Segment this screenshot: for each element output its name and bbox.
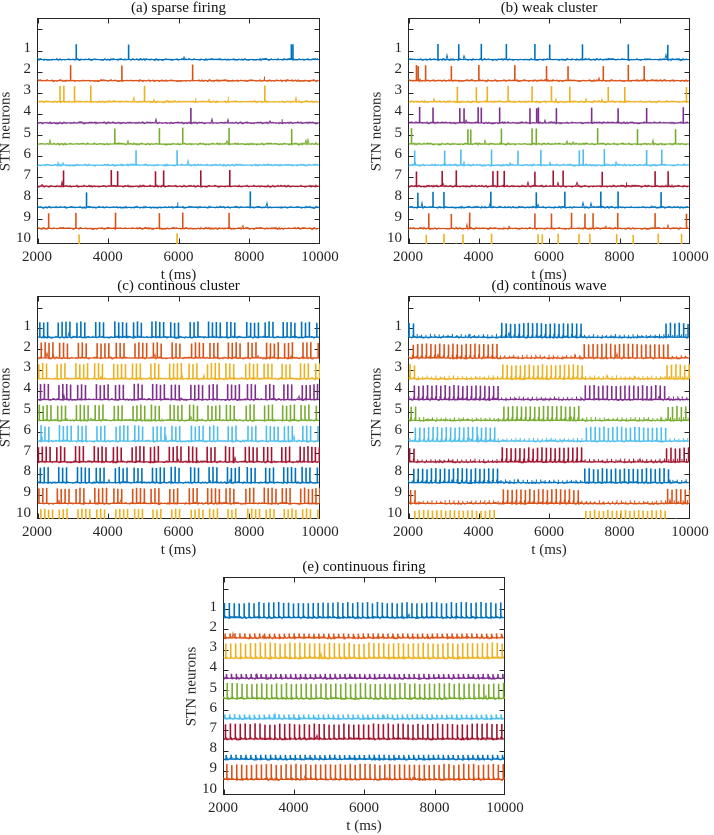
y-tick-label: 4 (23, 103, 32, 120)
plot-title-b: (b) weak cluster (500, 0, 598, 16)
y-tick-label: 1 (23, 40, 32, 57)
y-tick-label: 3 (394, 359, 403, 376)
y-tick-label: 8 (394, 463, 403, 480)
x-tick-label: 10000 (671, 249, 709, 265)
y-tick-label: 9 (394, 208, 403, 225)
y-tick-label: 5 (23, 124, 32, 141)
y-tick-label: 9 (23, 208, 32, 225)
y-tick-label: 10 (16, 230, 31, 247)
y-tick-label: 3 (209, 639, 218, 656)
x-tick-label: 4000 (463, 249, 494, 265)
y-tick-label: 7 (23, 166, 32, 183)
x-tick-label: 6000 (534, 249, 564, 265)
x-tick-label: 10000 (671, 524, 709, 540)
subplot-e-continuous-firing: (e) continuous firing STN neurons t (ms)… (184, 559, 524, 834)
y-tick-label: 8 (23, 463, 32, 480)
y-tick-label: 1 (394, 40, 403, 57)
spike-raster-canvas-b (408, 18, 690, 244)
y-tick-label: 7 (394, 166, 403, 183)
subplot-b-weak-cluster: (b) weak cluster STN neurons t (ms) 2000… (369, 0, 709, 283)
y-tick-label: 6 (23, 145, 32, 162)
y-tick-label: 1 (394, 317, 403, 334)
x-tick-label: 10000 (486, 800, 524, 816)
y-tick-label: 6 (209, 699, 218, 716)
spike-raster-canvas-c (37, 296, 320, 519)
y-tick-label: 2 (394, 61, 403, 78)
y-tick-label: 6 (394, 421, 403, 438)
y-tick-label: 9 (394, 484, 403, 501)
plot-title-c: (c) continous cluster (117, 278, 240, 294)
plot-title-e: (e) continuous firing (302, 559, 426, 575)
y-tick-label: 7 (209, 719, 218, 736)
y-tick-label: 4 (23, 380, 32, 397)
y-tick-label: 5 (394, 124, 403, 141)
x-tick-label: 4000 (92, 524, 123, 540)
plot-title-a: (a) sparse firing (131, 0, 226, 16)
x-tick-label: 4000 (278, 800, 309, 816)
spike-raster-canvas-a (37, 18, 320, 244)
subplot-a-sparse-firing: (a) sparse firing STN neurons t (ms) 200… (0, 0, 339, 283)
spike-raster-canvas-e (223, 577, 505, 795)
y-tick-label: 9 (23, 484, 32, 501)
y-tick-label: 3 (23, 359, 32, 376)
y-tick-label: 5 (394, 401, 403, 417)
x-axis-label-b: t (ms) (531, 267, 567, 283)
x-tick-label: 4000 (463, 524, 494, 540)
subplot-d-continous-wave: (d) continous wave STN neurons t (ms) 20… (369, 278, 709, 558)
y-tick-label: 2 (394, 338, 403, 355)
y-tick-label: 2 (23, 61, 32, 78)
y-tick-label: 1 (209, 598, 218, 615)
x-tick-label: 2000 (22, 249, 52, 265)
y-tick-label: 2 (23, 338, 32, 355)
y-tick-label: 3 (23, 82, 32, 99)
x-tick-label: 8000 (419, 800, 450, 816)
x-tick-label: 8000 (234, 524, 265, 540)
x-axis-label-c: t (ms) (160, 542, 197, 558)
y-tick-label: 5 (23, 401, 32, 417)
y-tick-label: 10 (202, 780, 217, 797)
y-tick-label: 7 (23, 442, 32, 459)
y-tick-label: 6 (23, 421, 32, 438)
y-tick-label: 5 (209, 679, 218, 696)
y-tick-label: 4 (394, 380, 403, 397)
x-tick-label: 6000 (349, 800, 379, 816)
y-tick-label: 10 (387, 230, 402, 247)
y-tick-label: 8 (209, 740, 218, 757)
x-tick-label: 10000 (301, 524, 339, 540)
spike-raster-canvas-d (408, 296, 690, 519)
y-tick-label: 2 (209, 618, 218, 635)
x-tick-label: 8000 (604, 524, 635, 540)
x-tick-label: 8000 (234, 249, 265, 265)
y-tick-label: 1 (23, 317, 32, 334)
y-tick-label: 4 (394, 103, 403, 120)
plot-title-d: (d) continous wave (491, 278, 607, 294)
y-tick-label: 4 (209, 659, 218, 676)
x-tick-label: 2000 (22, 524, 52, 540)
x-tick-label: 8000 (604, 249, 635, 265)
y-tick-label: 3 (394, 82, 403, 99)
x-axis-label-d: t (ms) (531, 542, 567, 558)
x-tick-label: 6000 (534, 524, 564, 540)
y-tick-label: 8 (23, 187, 32, 204)
x-tick-label: 6000 (163, 524, 194, 540)
x-tick-label: 2000 (393, 524, 423, 540)
x-tick-label: 2000 (393, 249, 423, 265)
y-tick-label: 9 (209, 760, 218, 777)
x-tick-label: 10000 (301, 249, 339, 265)
y-tick-label: 10 (16, 504, 31, 521)
x-tick-label: 4000 (92, 249, 123, 265)
y-tick-label: 8 (394, 187, 403, 204)
x-tick-label: 6000 (163, 249, 194, 265)
x-axis-label-a: t (ms) (160, 267, 197, 283)
subplot-c-continous-cluster: (c) continous cluster STN neurons t (ms)… (0, 278, 339, 558)
x-axis-label-e: t (ms) (346, 818, 382, 834)
y-tick-label: 10 (387, 504, 402, 521)
y-tick-label: 7 (394, 442, 403, 459)
y-tick-label: 6 (394, 145, 403, 162)
x-tick-label: 2000 (208, 800, 238, 816)
